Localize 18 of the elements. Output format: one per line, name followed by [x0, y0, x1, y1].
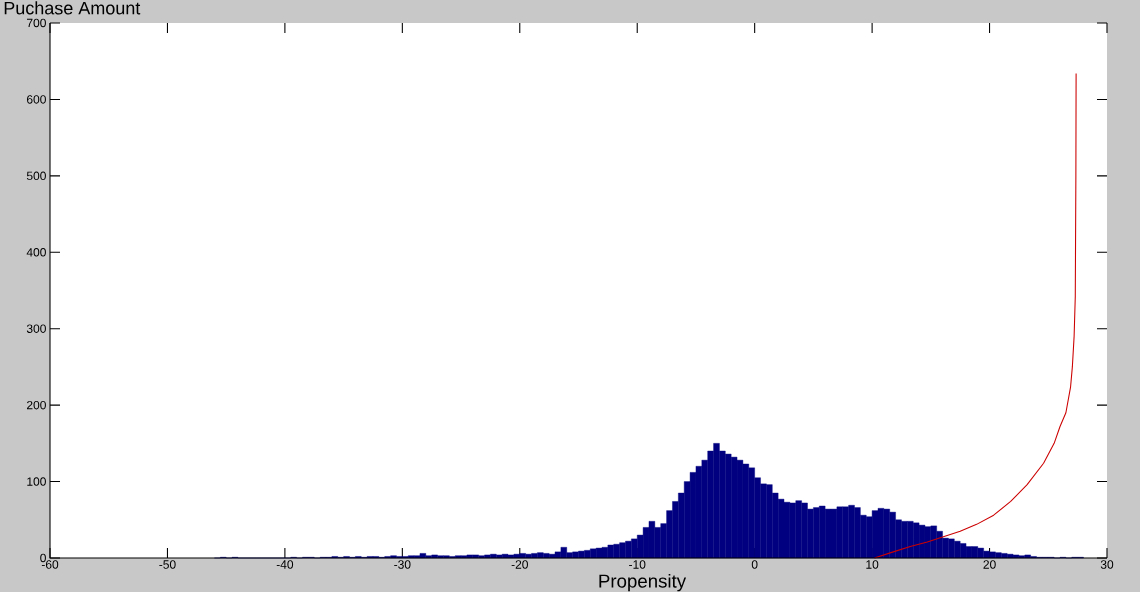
y-axis-title: Puchase Amount [4, 1, 141, 15]
x-tick-label: -10 [629, 560, 646, 569]
x-tick-label: -40 [276, 560, 294, 569]
x-tick-label: 10 [866, 560, 879, 569]
x-axis-title: Propensity [599, 573, 687, 592]
y-tick-label: 400 [26, 248, 46, 257]
x-tick-label: -30 [394, 560, 411, 569]
x-tick-label: 20 [983, 560, 996, 569]
y-tick-label: 600 [27, 95, 46, 104]
x-tick-label: 30 [1100, 560, 1114, 569]
y-tick-label: 300 [26, 324, 46, 333]
x-tick-label: 0 [751, 560, 758, 569]
x-tick-label: -20 [511, 560, 528, 569]
y-tick-label: 100 [27, 477, 46, 486]
y-tick-label: 500 [26, 171, 46, 181]
y-tick-label: 700 [27, 18, 46, 28]
x-tick-label: -50 [159, 560, 176, 569]
y-tick-label: 200 [27, 400, 46, 410]
